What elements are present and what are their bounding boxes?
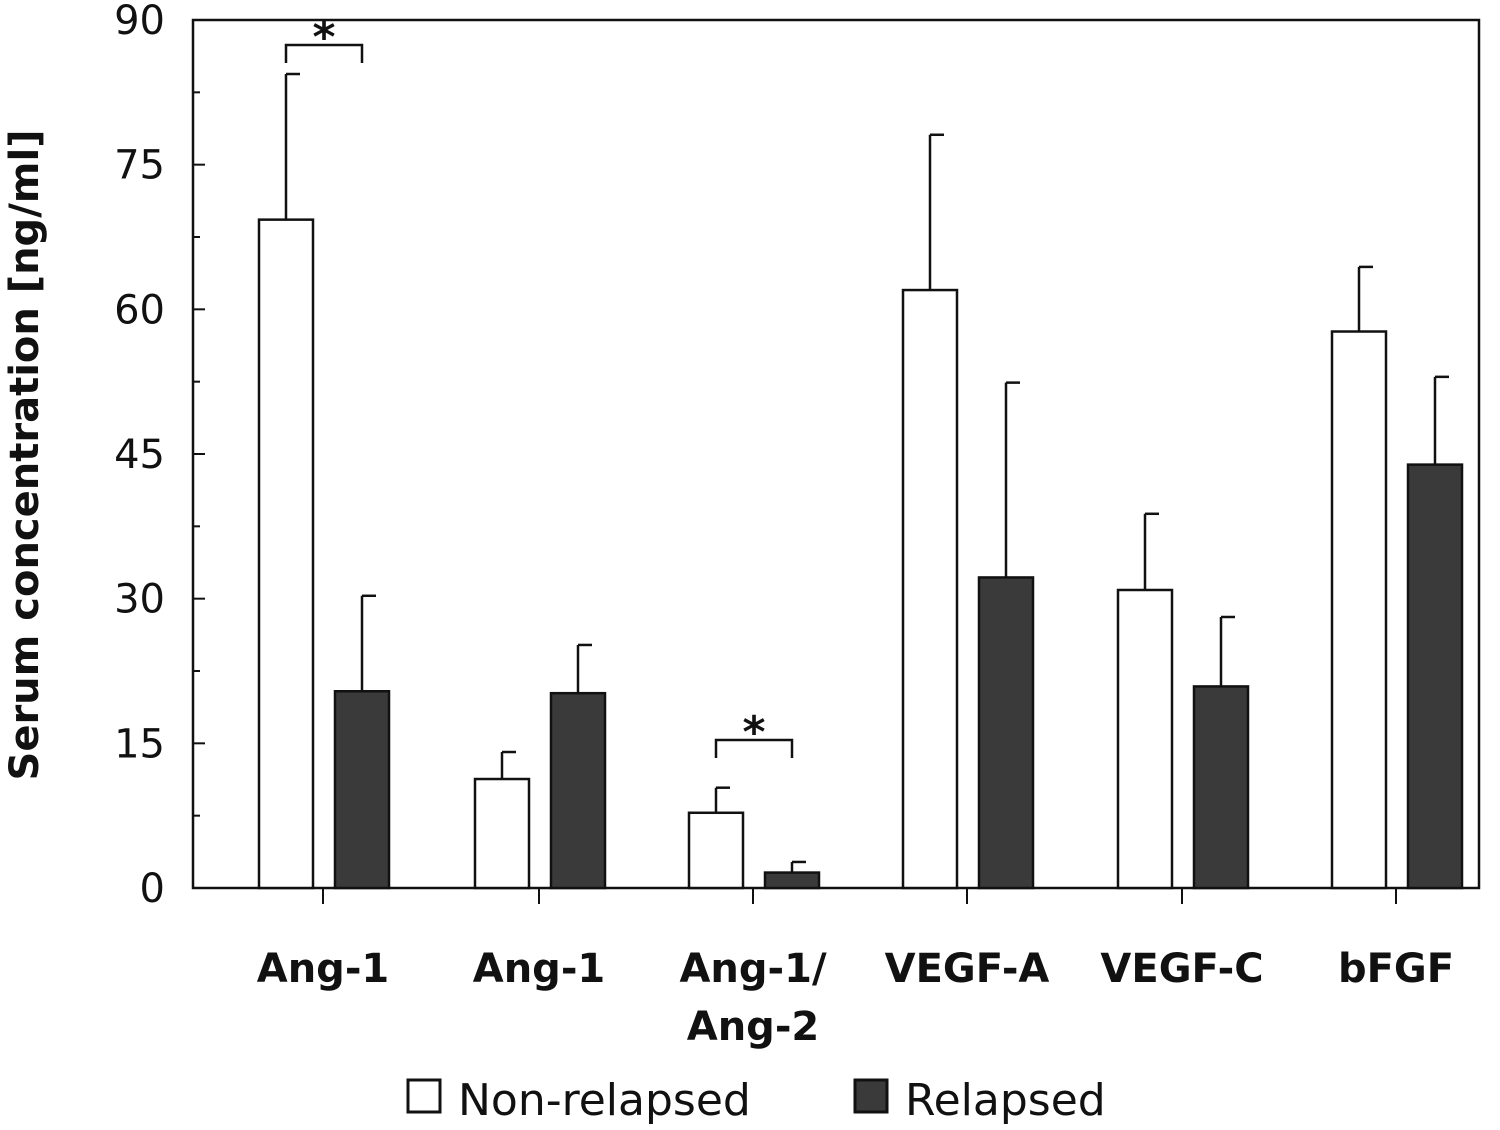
bar-non-relapsed — [473, 777, 531, 890]
x-tick-label: VEGF-C — [1100, 946, 1263, 992]
x-tick-label: Ang-1 — [473, 946, 606, 992]
y-tick-label: 60 — [114, 287, 165, 333]
significance-star: * — [312, 12, 335, 63]
y-tick-label: 30 — [114, 577, 165, 623]
significance-bracket — [714, 738, 794, 758]
x-tick-label: Ang-1/ — [679, 946, 827, 992]
x-tick-label: VEGF-A — [885, 946, 1050, 992]
bar-non-relapsed — [1116, 588, 1174, 890]
y-tick-label: 45 — [114, 432, 165, 478]
x-tick-label: bFGF — [1338, 946, 1454, 992]
y-tick-label: 0 — [140, 866, 165, 912]
labels: 0 15 30 45 60 75 90 Ang-1 Ang-1 Ang-1/Ang-2 VEGF-A… — [114, 0, 1454, 1050]
legend: Non-relapsed Relapsed — [406, 1075, 1106, 1126]
bar-relapsed — [1192, 685, 1250, 890]
y-axis-label: Serum concentration [ng/ml] — [2, 130, 48, 781]
bar-non-relapsed — [687, 811, 745, 890]
x-tick-label: Ang-2 — [687, 1004, 820, 1050]
bar-relapsed — [549, 691, 607, 890]
bar-non-relapsed — [257, 218, 315, 890]
legend-label-non-relapsed: Non-relapsed — [458, 1075, 751, 1126]
bar-non-relapsed — [901, 288, 959, 890]
y-tick-label: 90 — [114, 0, 165, 44]
bar-non-relapsed — [1330, 330, 1388, 890]
significance-star: * — [742, 707, 765, 758]
legend-swatch-relapsed — [853, 1078, 889, 1114]
significance-bracket — [284, 43, 364, 63]
bars — [257, 43, 1464, 890]
bar-relapsed — [763, 871, 821, 890]
legend-label-relapsed: Relapsed — [905, 1075, 1106, 1126]
bar-relapsed — [977, 576, 1035, 890]
axes — [191, 18, 1481, 904]
bar-relapsed — [333, 690, 391, 890]
bar-relapsed — [1406, 463, 1464, 890]
x-tick-label: Ang-1 — [257, 946, 390, 992]
legend-swatch-non-relapsed — [406, 1078, 442, 1114]
y-tick-label: 75 — [114, 143, 165, 189]
y-tick-label: 15 — [114, 721, 165, 767]
